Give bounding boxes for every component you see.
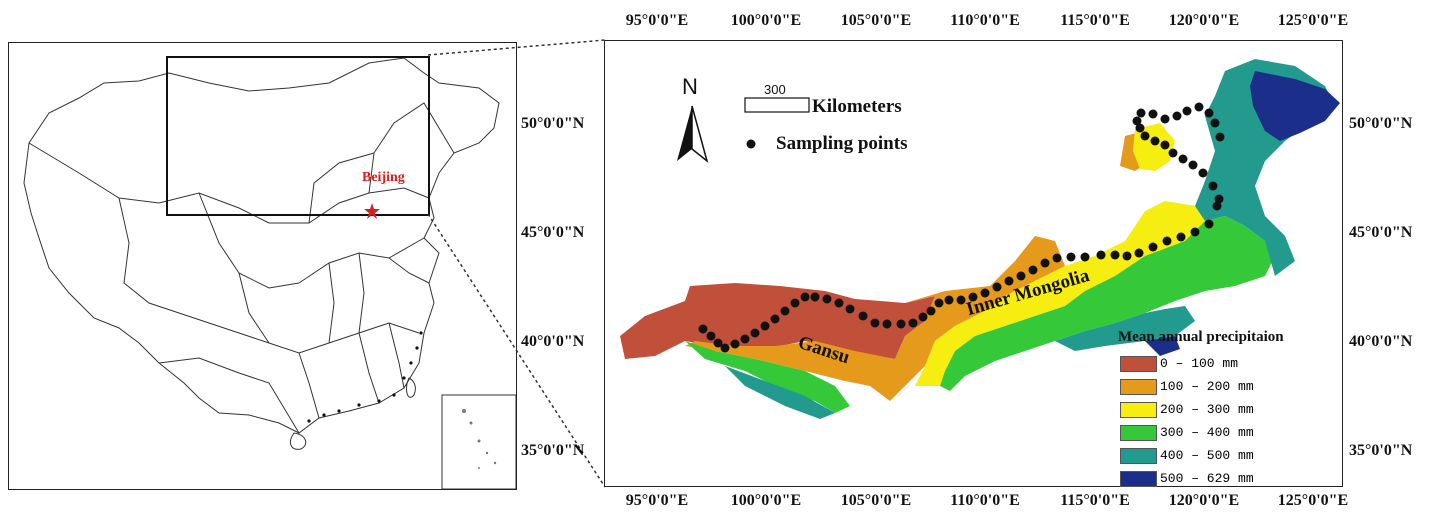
lon-tick-top-105: 105°0'0"E: [840, 12, 912, 29]
legend-label: 0 – 100 mm: [1160, 356, 1239, 371]
zone-500-629: [1250, 71, 1340, 141]
sampling-points-label: Sampling points: [776, 133, 908, 154]
lon-tick-bottom-100: 100°0'0"E: [730, 492, 802, 509]
lon-tick-bottom-125: 125°0'0"E: [1277, 492, 1349, 509]
zone-300-400: [940, 216, 1275, 391]
lat-tick-right-40: 40°0'0"N: [1349, 333, 1413, 350]
sampling-point-legend-marker: [746, 139, 756, 149]
lon-tick-top-110: 110°0'0"E: [950, 12, 1020, 29]
lon-tick-bottom-105: 105°0'0"E: [840, 492, 912, 509]
lon-tick-bottom-110: 110°0'0"E: [950, 492, 1020, 509]
north-label: N: [682, 74, 698, 99]
lon-tick-bottom-115: 115°0'0"E: [1060, 492, 1130, 509]
legend-swatch: [1120, 379, 1157, 395]
scale-value: 300: [764, 82, 786, 97]
scale-unit: Kilometers: [812, 96, 902, 117]
lon-tick-bottom-95: 95°0'0"E: [625, 492, 689, 509]
lon-tick-top-120: 120°0'0"E: [1168, 12, 1240, 29]
precipitation-zones: [620, 59, 1340, 419]
legend-swatch: [1120, 425, 1157, 441]
sampling-points: [698, 102, 1225, 353]
lon-tick-top-115: 115°0'0"E: [1060, 12, 1130, 29]
lon-tick-top-95: 95°0'0"E: [625, 12, 689, 29]
china-outline: [23, 56, 516, 489]
lat-tick-right-50: 50°0'0"N: [1349, 115, 1413, 132]
legend-label: 400 – 500 mm: [1160, 448, 1254, 463]
china-inset-map: [8, 42, 517, 490]
lat-tick-left-40: 40°0'0"N: [521, 333, 585, 350]
legend-label: 500 – 629 mm: [1160, 471, 1254, 486]
legend-swatch: [1120, 448, 1157, 464]
zone-200-300: [915, 201, 1205, 386]
lat-tick-left-50: 50°0'0"N: [521, 115, 585, 132]
north-arrow: [677, 105, 709, 164]
legend-label: 200 – 300 mm: [1160, 402, 1254, 417]
lat-tick-right-35: 35°0'0"N: [1349, 442, 1413, 459]
zone-100-200: [685, 236, 1065, 401]
legend-swatch: [1120, 402, 1157, 418]
legend-label: 100 – 200 mm: [1160, 379, 1254, 394]
legend-label: 300 – 400 mm: [1160, 425, 1254, 440]
legend-swatch: [1120, 356, 1157, 372]
lon-tick-top-125: 125°0'0"E: [1277, 12, 1349, 29]
lon-tick-top-100: 100°0'0"E: [730, 12, 802, 29]
scale-bar: [744, 97, 810, 113]
beijing-label: Beijing: [362, 170, 405, 185]
lat-tick-left-45: 45°0'0"N: [521, 224, 585, 241]
lon-tick-bottom-120: 120°0'0"E: [1168, 492, 1240, 509]
precipitation-map: [604, 40, 1343, 487]
legend-swatch: [1120, 471, 1157, 487]
lat-tick-right-45: 45°0'0"N: [1349, 224, 1413, 241]
lat-tick-left-35: 35°0'0"N: [521, 442, 585, 459]
legend-title: Mean annual precipitaion: [1118, 329, 1284, 345]
